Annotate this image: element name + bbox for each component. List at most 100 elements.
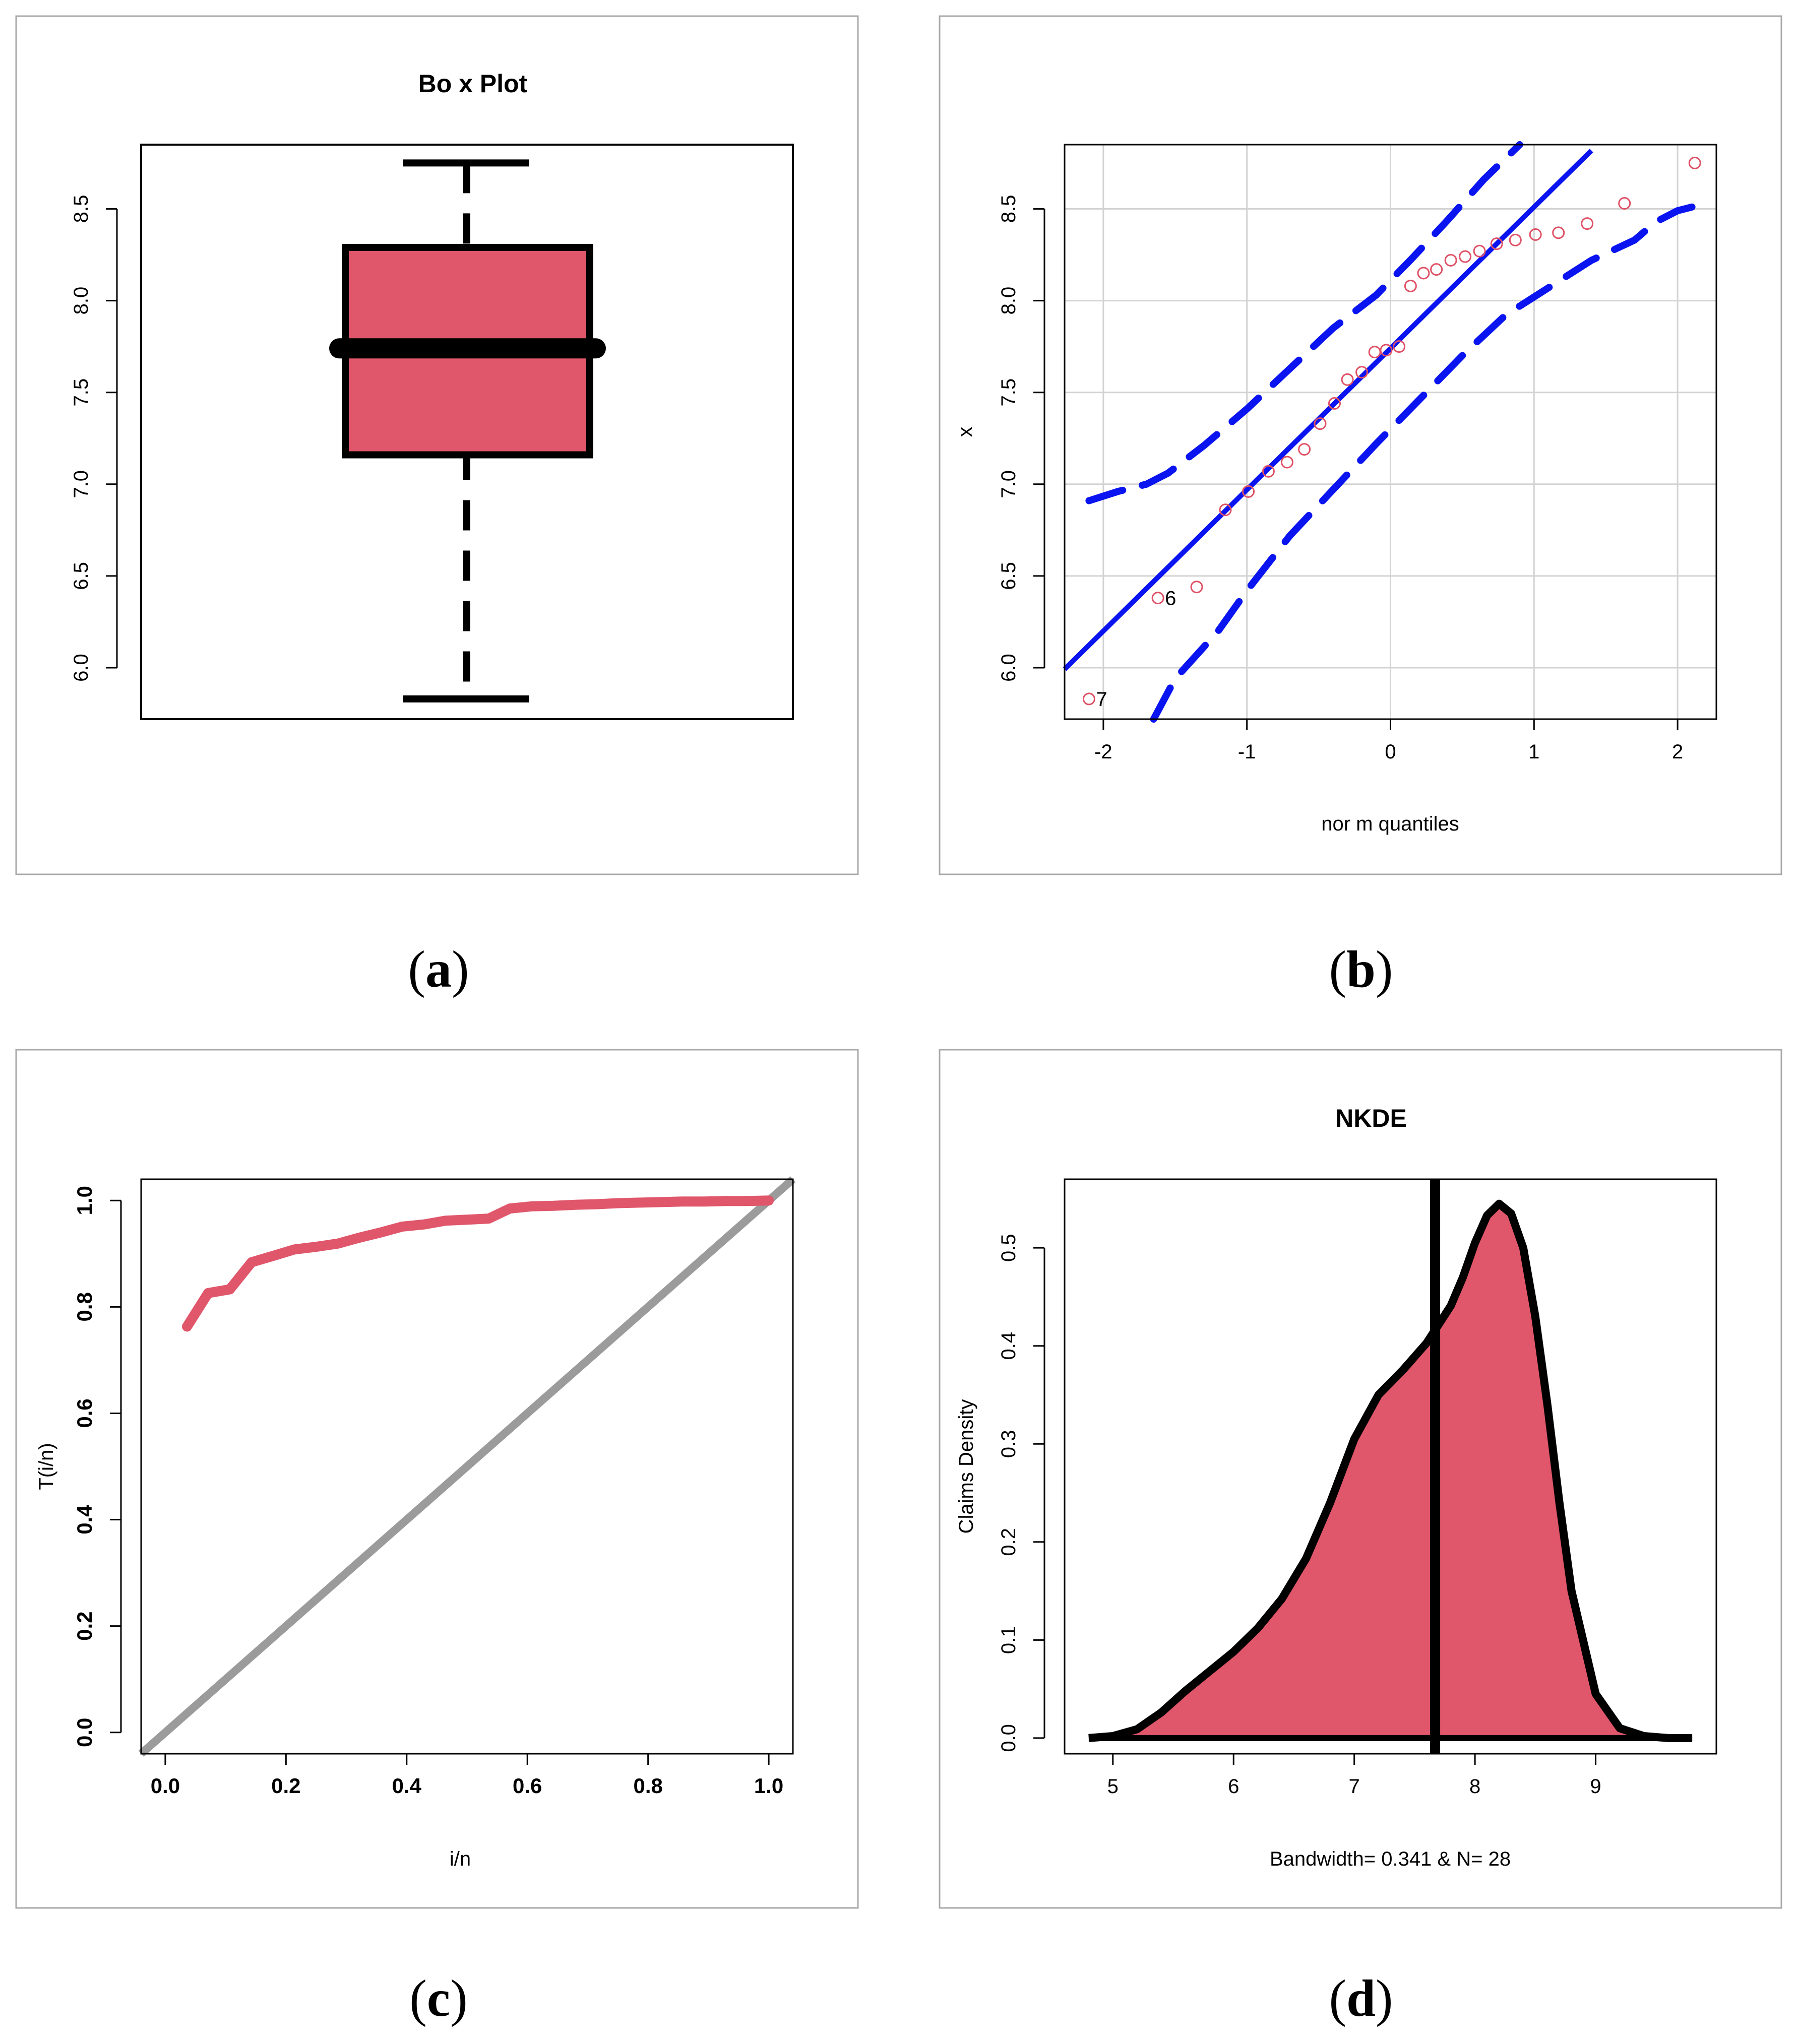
qq-point — [1242, 485, 1255, 498]
panel-d: NKDE 5 6 7 8 9 0.0 0.1 0.2 0.3 0.4 0.5 Bandwidth= … — [939, 1049, 1782, 1909]
y-tick-label: 0.4 — [73, 1505, 96, 1535]
x-tick-label: -2 — [1094, 741, 1112, 763]
panel-d-frame — [939, 1049, 1782, 1909]
qq-point — [1341, 373, 1354, 386]
qq-point — [1262, 465, 1275, 478]
x-tick-label: 9 — [1590, 1775, 1601, 1798]
panel-b-y-label: x — [954, 427, 976, 437]
panel-a-plot-box — [140, 144, 794, 720]
panel-d-y-label: Claims Density — [955, 1399, 977, 1534]
point-label: 7 — [1096, 688, 1107, 711]
x-tick-label: 1.0 — [754, 1774, 783, 1798]
qq-point — [1581, 217, 1594, 230]
x-tick-label: 0.8 — [633, 1774, 662, 1798]
y-tick-label: 0.3 — [998, 1430, 1020, 1458]
x-tick-label: 0.4 — [392, 1774, 422, 1798]
qq-point — [1393, 340, 1406, 353]
y-tick-label: 8.0 — [70, 287, 92, 315]
boxplot — [329, 159, 606, 702]
y-tick-label: 0.1 — [998, 1626, 1020, 1654]
point-label: 6 — [1165, 588, 1176, 610]
x-tick-label: 0.6 — [513, 1774, 542, 1798]
qq-point — [1490, 237, 1503, 250]
y-tick-label: 0.0 — [998, 1724, 1020, 1752]
qq-point — [1417, 267, 1430, 280]
y-tick-label: 8.5 — [998, 195, 1020, 223]
density-curve — [1088, 1179, 1693, 1754]
y-tick-label: 6.0 — [70, 654, 92, 682]
qq-point — [1473, 244, 1486, 258]
panel-c-series — [138, 1176, 796, 1757]
qq-point — [1618, 197, 1631, 210]
caption-b: (b) — [1329, 940, 1393, 998]
x-tick-label: 0 — [1385, 741, 1396, 763]
panel-c-frame — [15, 1049, 859, 1909]
density-area — [1088, 1203, 1693, 1738]
qq-point — [1459, 250, 1472, 263]
panel-b-grid — [1065, 145, 1716, 719]
panel-c: 0.0 0.2 0.4 0.6 0.8 1.0 0.0 0.2 0.4 0.6 0.8 1.0 i/n… — [15, 1049, 859, 1909]
diagonal-line — [138, 1176, 796, 1757]
caption-d: (d) — [1329, 1969, 1393, 2027]
qq-point — [1529, 228, 1542, 241]
qq-point — [1314, 417, 1327, 430]
panel-d-title: NKDE — [1335, 1104, 1407, 1132]
qq-point — [1404, 279, 1417, 292]
y-tick-label: 0.2 — [998, 1528, 1020, 1556]
qq-point — [1151, 592, 1164, 605]
x-tick-label: 1 — [1528, 741, 1539, 763]
y-tick-label: 6.5 — [70, 562, 92, 590]
caption-c: (c) — [409, 1969, 467, 2027]
y-tick-label: 0.6 — [73, 1398, 96, 1428]
panel-b: 76 -2 -1 0 1 26.06.57.07.58.08.5 nor m quant… — [939, 15, 1782, 875]
panel-d-axes: 5 6 7 8 9 0.0 0.1 0.2 0.3 0.4 0.5 — [998, 1234, 1601, 1798]
x-tick-label: 0.2 — [271, 1774, 300, 1798]
qq-point — [1368, 346, 1381, 359]
qq-point — [1688, 156, 1701, 169]
qq-point — [1380, 344, 1393, 357]
qq-point — [1298, 443, 1311, 456]
y-tick-label: 0.5 — [998, 1234, 1020, 1262]
qq-point — [1328, 397, 1341, 410]
qq-point — [1190, 581, 1203, 594]
panel-c-y-label: T(i/n) — [35, 1443, 57, 1490]
x-tick-label: 6 — [1228, 1775, 1239, 1798]
panel-a-y-axis: 6.0 6.5 7.0 7.5 8.0 8.5 — [70, 195, 118, 682]
qq-point — [1280, 456, 1293, 469]
confidence-envelope — [1085, 141, 1696, 723]
x-tick-label: 7 — [1349, 1775, 1360, 1798]
y-tick-label: 8.5 — [70, 195, 92, 223]
y-tick-label: 0.0 — [73, 1718, 96, 1747]
x-tick-label: 8 — [1469, 1775, 1480, 1798]
qq-point — [1444, 253, 1457, 267]
panel-a-title: Bo x Plot — [418, 70, 528, 98]
caption-a: (a) — [408, 940, 469, 998]
panel-b-frame — [939, 15, 1782, 875]
qq-point — [1219, 503, 1232, 517]
panel-c-x-label: i/n — [450, 1848, 471, 1870]
y-tick-label: 0.8 — [73, 1292, 96, 1321]
y-tick-label: 1.0 — [73, 1186, 96, 1215]
qq-points: 76 — [1082, 156, 1701, 711]
y-tick-label: 7.0 — [70, 470, 92, 498]
y-tick-label: 7.0 — [998, 470, 1020, 498]
qq-point — [1509, 233, 1522, 246]
qq-point — [1082, 692, 1095, 706]
x-tick-label: -1 — [1238, 741, 1256, 763]
density-outline — [1088, 1199, 1693, 1742]
panel-b-x-label: nor m quantiles — [1321, 813, 1459, 835]
y-tick-label: 0.2 — [73, 1611, 96, 1640]
envelope-lower — [1150, 203, 1696, 723]
y-tick-label: 6.0 — [998, 654, 1020, 682]
panel-a-frame — [15, 15, 859, 875]
y-tick-label: 6.5 — [998, 562, 1020, 590]
panel-d-x-label: Bandwidth= 0.341 & N= 28 — [1270, 1848, 1511, 1870]
panel-a: Bo x Plot 6.0 6.5 7.0 7.5 8.0 8.5 — [15, 15, 859, 875]
qq-point — [1552, 226, 1565, 239]
qq-fit-line — [1063, 149, 1593, 671]
y-tick-label: 7.5 — [70, 378, 92, 407]
y-tick-label: 0.4 — [998, 1332, 1020, 1360]
ttt-curve — [182, 1195, 774, 1332]
fit-line — [1063, 149, 1593, 671]
